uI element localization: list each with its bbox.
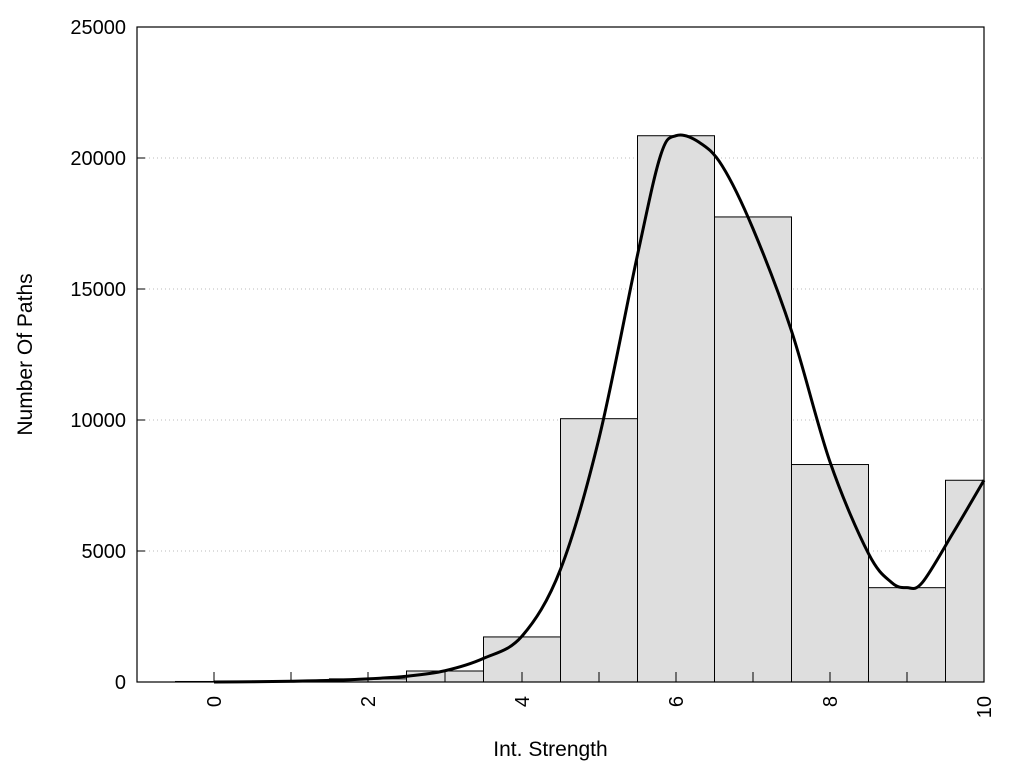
x-axis-label: Int. Strength [493, 738, 607, 761]
density-curve-group [213, 133, 986, 684]
y-tick-label: 0 [115, 672, 126, 694]
y-tick-label: 5000 [82, 541, 127, 563]
y-tick-label: 15000 [70, 279, 126, 301]
y-tick-label: 25000 [70, 17, 126, 39]
plot-frame [136, 26, 985, 683]
bar-8 [791, 464, 869, 683]
bar-5 [560, 418, 638, 683]
y-tick-label: 10000 [70, 410, 126, 432]
x-tick-label: 0 [204, 696, 226, 707]
bars [175, 135, 985, 683]
x-tick-label: 2 [358, 696, 380, 707]
x-tick-label: 10 [974, 696, 996, 718]
y-ticks: 0 5000 10000 15000 20000 25000 [70, 17, 145, 694]
bar-9 [868, 587, 946, 683]
density-curve [213, 133, 986, 684]
y-tick-label: 20000 [70, 148, 126, 170]
bar-6 [637, 135, 715, 683]
x-tick-label: 6 [666, 696, 688, 707]
x-tick-label: 4 [512, 696, 534, 707]
y-axis-label: Number Of Paths [14, 273, 37, 435]
bar-7 [714, 216, 792, 683]
x-ticks: 0 2 4 6 8 10 [204, 672, 996, 718]
x-tick-label: 8 [820, 696, 842, 707]
